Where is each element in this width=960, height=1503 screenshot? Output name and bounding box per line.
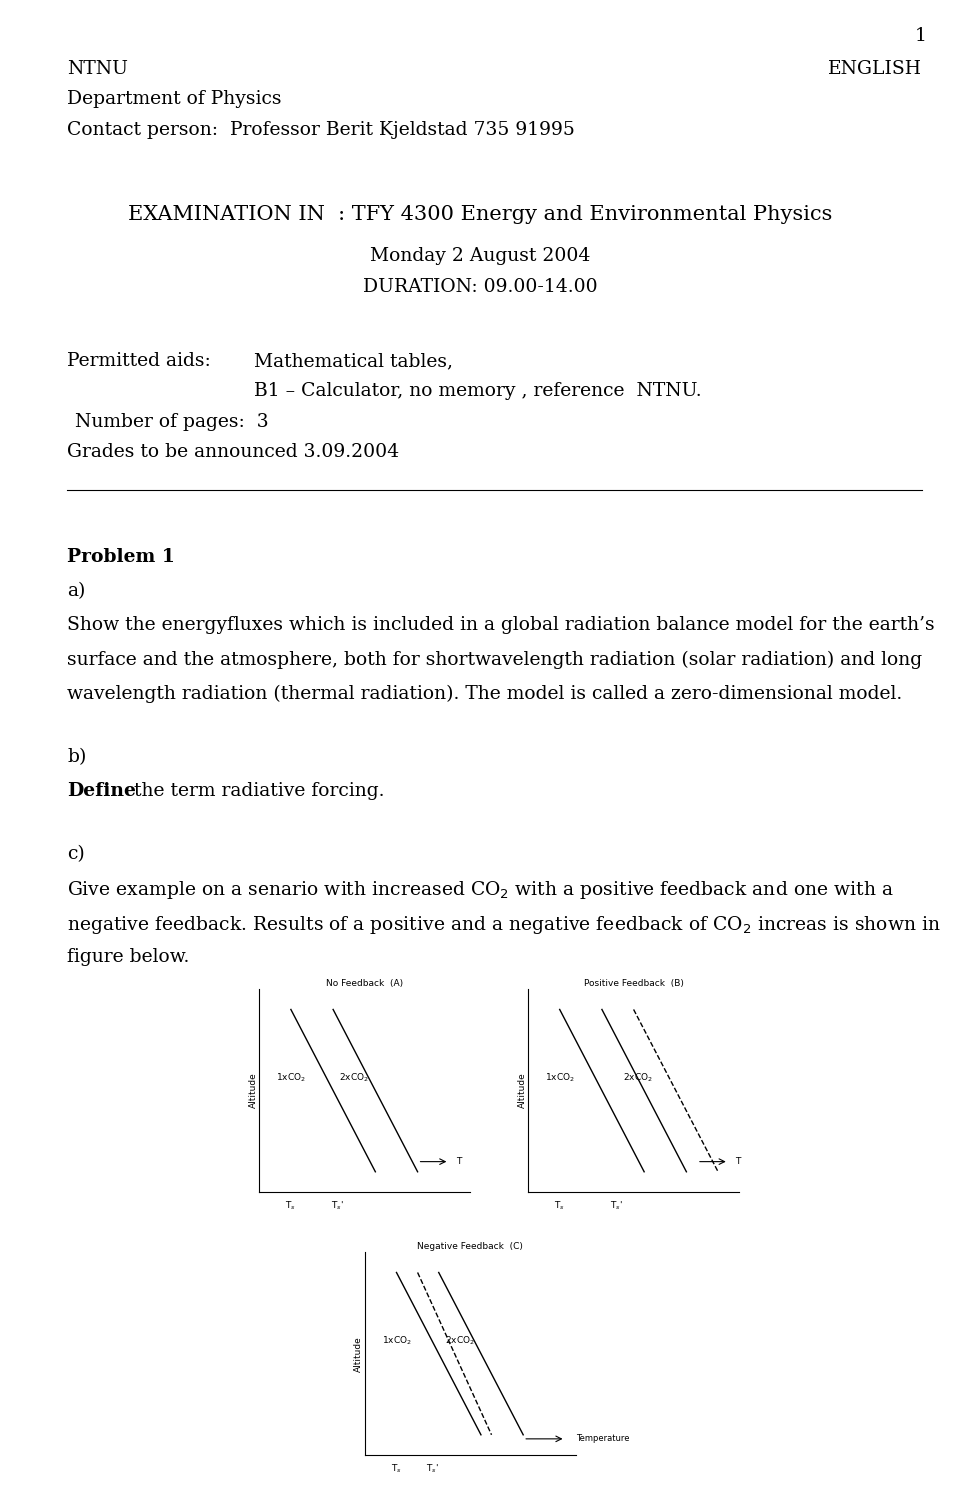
Text: T$_s$: T$_s$	[554, 1199, 565, 1211]
Text: 1: 1	[915, 27, 926, 45]
Text: a): a)	[67, 582, 85, 600]
Y-axis label: Altitude: Altitude	[354, 1336, 364, 1372]
Text: Problem 1: Problem 1	[67, 549, 175, 567]
Text: wavelength radiation (thermal radiation). The model is called a zero-dimensional: wavelength radiation (thermal radiation)…	[67, 685, 902, 703]
Text: 1xCO$_2$: 1xCO$_2$	[382, 1335, 412, 1347]
Text: Define: Define	[67, 782, 136, 800]
Text: Grades to be announced 3.09.2004: Grades to be announced 3.09.2004	[67, 443, 399, 461]
Title: Positive Feedback  (B): Positive Feedback (B)	[584, 980, 684, 989]
Text: T$_s$: T$_s$	[391, 1462, 402, 1474]
Text: 1xCO$_2$: 1xCO$_2$	[545, 1072, 575, 1084]
Text: 2xCO$_2$: 2xCO$_2$	[445, 1335, 475, 1347]
Text: Contact person:  Professor Berit Kjeldstad 735 91995: Contact person: Professor Berit Kjeldsta…	[67, 120, 575, 138]
Text: T: T	[735, 1157, 740, 1166]
Text: DURATION: 09.00-14.00: DURATION: 09.00-14.00	[363, 278, 597, 296]
Y-axis label: Altitude: Altitude	[517, 1073, 527, 1109]
Text: T$_s$: T$_s$	[285, 1199, 297, 1211]
Text: 2xCO$_2$: 2xCO$_2$	[340, 1072, 370, 1084]
Title: No Feedback  (A): No Feedback (A)	[326, 980, 403, 989]
Title: Negative Feedback  (C): Negative Feedback (C)	[418, 1243, 523, 1252]
Text: c): c)	[67, 845, 84, 863]
Text: T$_s$': T$_s$'	[426, 1462, 439, 1474]
Text: 2xCO$_2$: 2xCO$_2$	[623, 1072, 653, 1084]
Text: NTNU: NTNU	[67, 60, 129, 78]
Text: Permitted aids:: Permitted aids:	[67, 352, 211, 370]
Text: surface and the atmosphere, both for shortwavelength radiation (solar radiation): surface and the atmosphere, both for sho…	[67, 651, 923, 669]
Text: EXAMINATION IN  : TFY 4300 Energy and Environmental Physics: EXAMINATION IN : TFY 4300 Energy and Env…	[128, 204, 832, 224]
Text: Department of Physics: Department of Physics	[67, 90, 281, 108]
Text: ENGLISH: ENGLISH	[828, 60, 922, 78]
Text: Monday 2 August 2004: Monday 2 August 2004	[370, 246, 590, 265]
Text: Give example on a senario with increased CO$_2$ with a positive feedback and one: Give example on a senario with increased…	[67, 879, 894, 902]
Text: Temperature: Temperature	[576, 1434, 630, 1443]
Text: Number of pages:  3: Number of pages: 3	[75, 412, 269, 430]
Text: T$_s$': T$_s$'	[331, 1199, 344, 1211]
Y-axis label: Altitude: Altitude	[249, 1073, 258, 1109]
Text: the term radiative forcing.: the term radiative forcing.	[128, 782, 384, 800]
Text: Mathematical tables,: Mathematical tables,	[254, 352, 453, 370]
Text: B1 – Calculator, no memory , reference  NTNU.: B1 – Calculator, no memory , reference N…	[254, 382, 702, 400]
Text: b): b)	[67, 748, 86, 767]
Text: 1xCO$_2$: 1xCO$_2$	[276, 1072, 306, 1084]
Text: T: T	[456, 1157, 461, 1166]
Text: figure below.: figure below.	[67, 948, 189, 966]
Text: Show the energyfluxes which is included in a global radiation balance model for : Show the energyfluxes which is included …	[67, 616, 935, 634]
Text: negative feedback. Results of a positive and a negative feedback of CO$_2$ incre: negative feedback. Results of a positive…	[67, 914, 941, 936]
Text: T$_s$': T$_s$'	[611, 1199, 623, 1211]
